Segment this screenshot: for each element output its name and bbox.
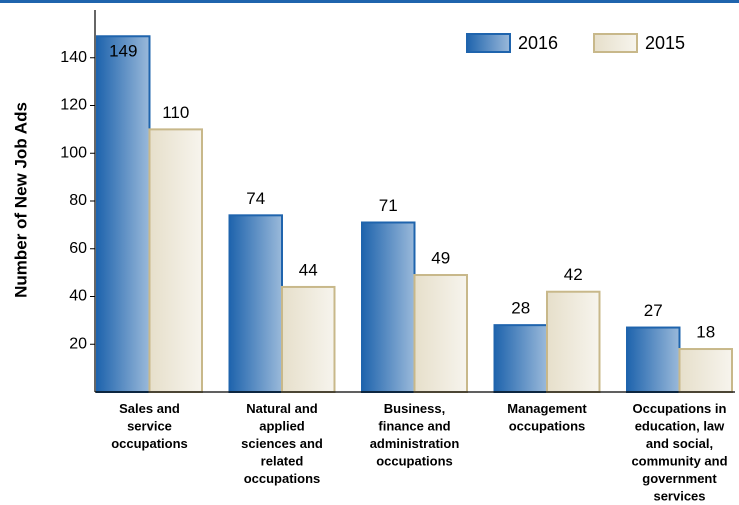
data-label: 110 <box>162 103 189 122</box>
bar <box>228 214 283 393</box>
y-tick-label: 140 <box>60 49 87 66</box>
data-label: 44 <box>299 260 318 279</box>
data-label: 27 <box>644 301 663 320</box>
data-label: 18 <box>696 323 715 342</box>
data-label: 49 <box>431 248 450 267</box>
x-tick-label: Management occupations <box>507 401 587 434</box>
x-tick-label: Business, finance and administration occupa… <box>370 401 460 469</box>
plot-area <box>96 35 733 394</box>
x-tick-label: Natural and applied sciences and related occ… <box>241 401 323 486</box>
y-tick-label: 40 <box>69 288 87 305</box>
bar <box>96 35 151 393</box>
data-label: 74 <box>246 189 265 208</box>
y-tick-label: 60 <box>69 240 87 257</box>
bar <box>678 348 733 393</box>
x-tick-label: Occupations in education, law and social, c… <box>631 401 727 504</box>
bar <box>281 285 336 394</box>
bar <box>148 128 203 393</box>
legend-swatch <box>466 33 511 53</box>
data-label: 71 <box>379 196 398 215</box>
bar <box>413 274 468 394</box>
header-stripe <box>0 0 739 3</box>
y-tick-label: 100 <box>60 144 87 161</box>
legend-label: 2015 <box>645 33 685 53</box>
data-label: 149 <box>109 41 137 60</box>
y-tick-label: 20 <box>69 335 87 352</box>
y-axis-label: Number of New Job Ads <box>11 102 30 298</box>
bar <box>546 290 601 394</box>
legend-label: 2016 <box>518 33 558 53</box>
data-label: 28 <box>511 299 530 318</box>
x-tick-label: Sales and service occupations <box>111 401 188 451</box>
bar <box>626 326 681 394</box>
y-tick-label: 120 <box>60 97 87 114</box>
y-tick-label: 80 <box>69 192 87 209</box>
data-label: 42 <box>564 265 583 284</box>
bar <box>361 221 416 393</box>
bar <box>493 324 548 393</box>
legend-swatch <box>593 33 638 53</box>
